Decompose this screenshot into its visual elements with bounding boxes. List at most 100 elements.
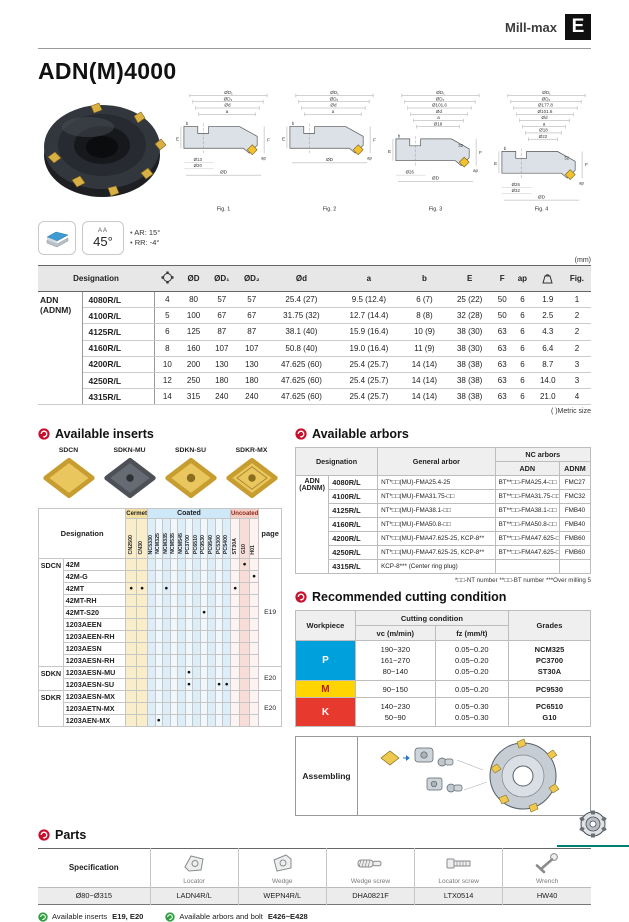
svg-text:F: F	[479, 150, 482, 156]
vc-header: vc (m/min)	[354, 625, 436, 642]
fz-cell: 0.05~0.20 0.05~0.20 0.05~0.20	[434, 640, 509, 682]
part-value: LADN4R/L	[149, 886, 239, 905]
grade-cell	[222, 666, 231, 680]
grade-cell	[207, 678, 216, 692]
grade-cell	[184, 582, 194, 596]
insert-designation: 1203AESN	[62, 642, 127, 656]
svg-text:Ø18: Ø18	[434, 121, 443, 126]
grade-cell	[162, 666, 171, 680]
assembling-diagram	[358, 737, 590, 815]
grade-cell	[199, 714, 209, 728]
arbor-size: 4160R/L	[328, 517, 379, 533]
grade-cell	[192, 654, 201, 668]
grade-cell	[184, 654, 194, 668]
arbor-adnm: FMB60	[558, 531, 592, 547]
spec-cell: 21.0	[532, 388, 563, 406]
arbor-adnm: FMC27	[558, 475, 592, 491]
grade-cell	[222, 702, 231, 716]
grade-cell	[239, 594, 250, 608]
grade-cell	[169, 558, 179, 572]
brand-name: Mill-max	[504, 19, 557, 35]
grade-cell	[184, 714, 194, 728]
spec-col-f: F	[492, 265, 513, 292]
grade-cell	[177, 714, 186, 728]
insert-row: SDKN 1203AESN-MU ● E20	[38, 666, 282, 692]
grade-cell	[177, 666, 186, 680]
locator-icon	[153, 851, 236, 877]
spec-cell: 160	[180, 340, 207, 357]
spec-cell: 2	[562, 323, 591, 341]
grade-cell	[229, 702, 241, 716]
cutting-table: Workpiece Cutting condition Grades vc (m/mi…	[295, 610, 592, 727]
svg-text:ØD₂: ØD₂	[224, 96, 233, 101]
grade-cell	[192, 630, 201, 644]
grade-cell	[154, 654, 164, 668]
grade-col-CN2500: CN2500	[125, 518, 138, 560]
svg-text:F: F	[585, 162, 588, 168]
grade-cell	[192, 690, 201, 704]
insert-type-photos: SDCN SDKN-MU SDKN-SU	[38, 447, 282, 505]
workpiece-P: P	[295, 640, 356, 682]
grade-cell	[199, 618, 209, 632]
grade-cell	[207, 558, 216, 572]
spec-col-ød: ØD	[180, 265, 207, 292]
arbor-adn: BT**□□-FMA50.8-□□	[494, 517, 560, 533]
part-wedge-screw: Wedge screw	[325, 848, 415, 888]
grade-cell	[229, 654, 241, 668]
grade-cell	[162, 618, 171, 632]
grade-cell	[214, 618, 224, 632]
arbor-size: 4250R/L	[328, 545, 379, 561]
grade-cell	[214, 666, 224, 680]
note-rr: RR: -4°	[130, 238, 160, 248]
grade-cell: ●	[162, 582, 171, 596]
spec-cell: 6	[512, 307, 533, 325]
weight-kg-icon	[532, 265, 563, 292]
spec-cell: 125	[180, 323, 207, 341]
assembling-box: Assembling	[295, 735, 591, 816]
grade-cell	[248, 678, 260, 692]
grade-col-NCM335: NCM335	[162, 518, 171, 560]
section-icon	[38, 829, 50, 841]
grade-cell	[214, 582, 224, 596]
svg-text:F: F	[373, 137, 376, 143]
spec-cell: 57	[236, 291, 267, 309]
availability-dot: ●	[202, 609, 207, 617]
arbors-table: Designation General arbor NC arbors ADN ADNM…	[294, 447, 592, 575]
insert-row: 42MT-RH	[39, 594, 282, 608]
spec-cell: 87	[236, 323, 267, 341]
grade-cell	[248, 654, 260, 668]
part-locator-screw: Locator screw	[414, 848, 503, 888]
grade-col-H01: H01	[248, 518, 260, 560]
spec-cell: 50.8 (40)	[266, 340, 337, 357]
grade-cell	[154, 642, 164, 656]
insert-row: 42MT-S20 ●	[39, 606, 282, 620]
part-caption: Wedge	[272, 877, 293, 885]
insert-designation: 42MT	[62, 582, 127, 596]
arbors-designation-header: Designation	[294, 447, 379, 477]
spec-col-b: b	[401, 265, 448, 292]
grade-cell	[169, 618, 179, 632]
grade-cell	[154, 702, 164, 716]
insert-designation: 42MT-RH	[62, 594, 127, 608]
grade-group-coated: Coated	[146, 508, 231, 520]
grade-cell	[177, 702, 186, 716]
insert-row: 1203AEEN	[39, 618, 282, 632]
grade-cell	[239, 702, 250, 716]
vc-cell: 190~320 161~270 80~140	[354, 640, 436, 682]
spec-row: ADN (ADNM) 4080R/L 4 80 57 57 25.4 (27) 9.5 (12.…	[38, 291, 591, 406]
spec-row: 4100R/L 5 100 67 67 31.75 (32) 12.7 (14.4) 8 (8…	[38, 307, 591, 325]
spec-cell: 2	[562, 340, 591, 357]
spec-cell: 12.7 (14.4)	[336, 307, 402, 325]
grade-cell	[146, 654, 156, 668]
svg-text:F: F	[267, 137, 270, 143]
grade-cell	[248, 714, 260, 728]
grade-cell	[125, 678, 138, 692]
spec-cell: 50	[492, 291, 513, 309]
grade-cell	[229, 570, 241, 584]
part-caption: Locator screw	[438, 877, 479, 885]
spec-cell: 38 (30)	[447, 323, 493, 341]
grade-col-ST30A: ST30A	[229, 518, 241, 560]
insert-row: 1203AESN-RH	[39, 654, 282, 668]
spec-cell: 240	[236, 388, 267, 406]
